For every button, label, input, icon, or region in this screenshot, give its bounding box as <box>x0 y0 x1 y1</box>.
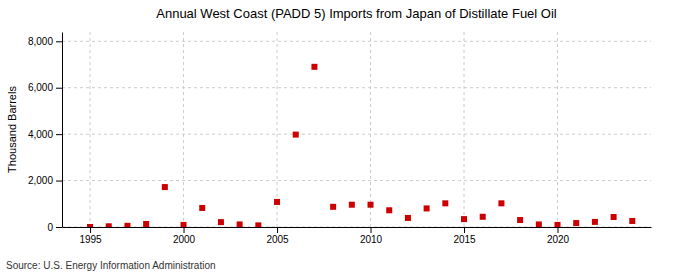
grid-line-x <box>183 32 184 227</box>
y-tick: 4,000 <box>28 129 62 140</box>
point <box>106 223 112 227</box>
annotation: Source: U.S. Energy Information Administ… <box>6 260 216 271</box>
point <box>199 205 205 211</box>
point <box>368 202 374 208</box>
y-tick-mark <box>56 41 62 42</box>
point <box>629 218 635 224</box>
x-tick: 2005 <box>266 227 289 245</box>
grid-line-x <box>557 32 558 227</box>
y-tick: 2,000 <box>28 175 62 186</box>
chart: 1995 2000 2005 2010 2015 2020 0 2,000 4,000 6,000… <box>0 0 675 275</box>
point <box>237 221 243 227</box>
x-tick: 2015 <box>453 227 476 245</box>
grid-line-x <box>90 32 91 227</box>
y-tick: 8,000 <box>28 36 62 47</box>
x-tick-label: 1995 <box>79 234 102 245</box>
x-axis: 1995 2000 2005 2010 2015 2020 <box>63 227 652 245</box>
point <box>424 205 430 211</box>
grid-line-x <box>277 32 278 227</box>
x-tick: 2010 <box>360 227 383 245</box>
x-tick: 2000 <box>173 227 196 245</box>
y-tick: 6,000 <box>28 82 62 93</box>
y-tick-mark <box>56 88 62 89</box>
point <box>461 216 467 222</box>
point <box>218 219 224 225</box>
y-tick-mark <box>56 134 62 135</box>
x-tick-mark <box>464 227 465 233</box>
x-tick-label: 2010 <box>360 234 383 245</box>
point <box>255 222 261 227</box>
x-tick-label: 2015 <box>453 234 476 245</box>
y-tick-label: 6,000 <box>28 82 53 93</box>
x-tick-label: 2005 <box>266 234 289 245</box>
y-tick-mark <box>56 181 62 182</box>
point <box>573 220 579 226</box>
y-axis: 0 2,000 4,000 6,000 8,000 <box>28 33 63 233</box>
x-axis-line <box>63 227 652 228</box>
points <box>87 64 635 227</box>
point <box>517 217 523 223</box>
y-axis-label: Thousand Barrels <box>6 86 18 173</box>
x-tick-mark <box>90 227 91 233</box>
y-tick: 0 <box>47 222 62 233</box>
grid-line-y <box>62 180 651 181</box>
x-tick-mark <box>371 227 372 233</box>
point <box>349 202 355 208</box>
plot-area: 1995 2000 2005 2010 2015 2020 0 2,000 4,000 6,000… <box>28 32 652 245</box>
point <box>498 200 504 206</box>
point <box>405 215 411 221</box>
point <box>181 222 187 227</box>
y-tick-label: 0 <box>47 222 53 233</box>
point <box>611 214 617 220</box>
title: Annual West Coast (PADD 5) Imports from … <box>156 6 557 21</box>
point <box>330 204 336 210</box>
x-tick-mark <box>558 227 559 233</box>
point <box>293 132 299 138</box>
point <box>536 221 542 227</box>
grid-line-x <box>370 32 371 227</box>
y-tick-mark <box>56 227 62 228</box>
grid-line-y <box>62 134 651 135</box>
grid-line-x <box>464 32 465 227</box>
point <box>480 214 486 220</box>
point <box>442 200 448 206</box>
x-tick-mark <box>184 227 185 233</box>
point <box>143 221 149 227</box>
grid <box>62 32 651 227</box>
x-tick-mark <box>277 227 278 233</box>
y-tick-label: 2,000 <box>28 175 53 186</box>
point <box>386 207 392 213</box>
x-tick: 2020 <box>547 227 570 245</box>
y-tick-label: 8,000 <box>28 36 53 47</box>
point <box>124 223 130 227</box>
point <box>555 222 561 227</box>
point <box>274 199 280 205</box>
grid-line-y <box>62 227 651 228</box>
x-tick-label: 2000 <box>173 234 196 245</box>
y-axis-line <box>62 33 63 228</box>
point <box>592 219 598 225</box>
x-tick-label: 2020 <box>547 234 570 245</box>
point <box>162 184 168 190</box>
y-tick-label: 4,000 <box>28 129 53 140</box>
grid-line-y <box>62 41 651 42</box>
point <box>311 64 317 70</box>
point <box>87 224 93 227</box>
grid-line-y <box>62 87 651 88</box>
x-tick: 1995 <box>79 227 102 245</box>
